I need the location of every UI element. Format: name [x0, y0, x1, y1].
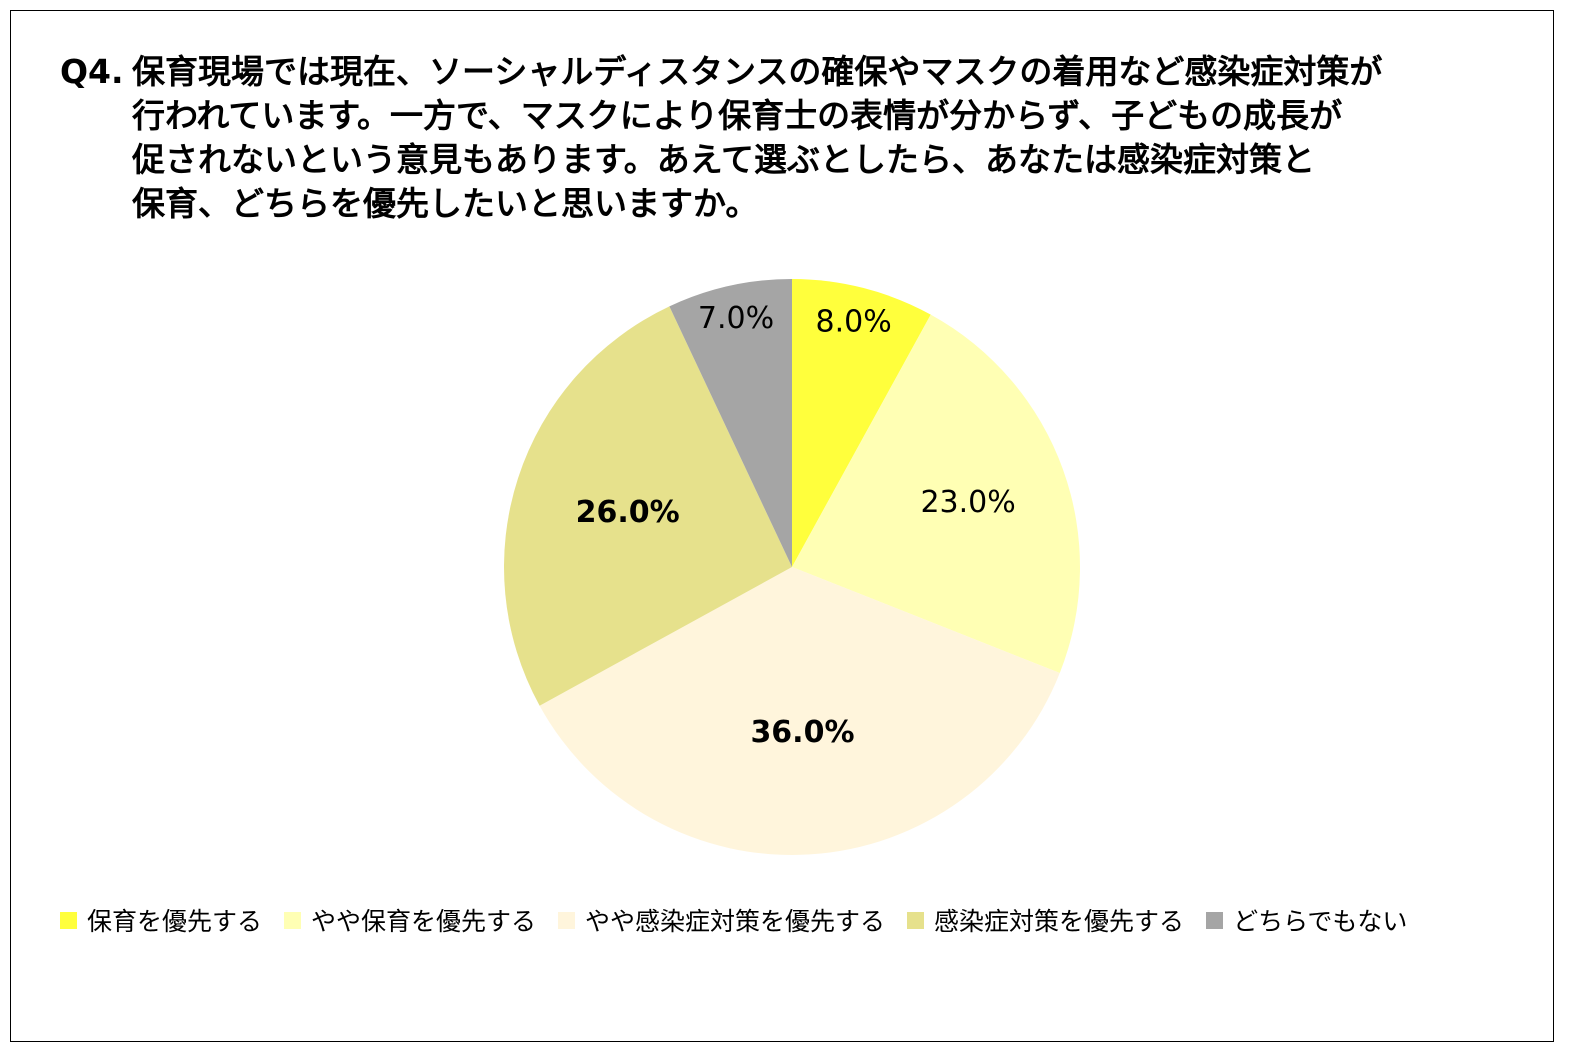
data-label: 36.0%: [750, 715, 854, 750]
legend-item: やや保育を優先する: [284, 902, 536, 938]
legend-label: やや保育を優先する: [311, 907, 537, 936]
pie-labels: 8.0% 23.0% 36.0% 26.0% 7.0%: [576, 301, 1016, 750]
legend-label: 感染症対策を優先する: [934, 907, 1185, 936]
data-label: 26.0%: [576, 495, 680, 530]
legend-item: 保育を優先する: [60, 902, 262, 938]
title-line-2: 行われています。一方で、マスクにより保育士の表情が分からず、子どもの成長が: [132, 96, 1343, 135]
pie-slice: [539, 567, 1060, 856]
legend-item: どちらでもない: [1206, 902, 1407, 938]
data-label: 23.0%: [920, 485, 1015, 520]
legend-label: 保育を優先する: [87, 907, 263, 936]
legend-swatch: [1206, 911, 1224, 929]
pie-slice: [792, 314, 1080, 674]
data-label: 8.0%: [815, 305, 891, 340]
pie-slice: [669, 279, 792, 567]
pie-slices: [504, 279, 1080, 856]
question-number: Q4.: [60, 52, 124, 91]
pie-slice: [504, 306, 792, 706]
legend-item: やや感染症対策を優先する: [558, 902, 885, 938]
legend-label: やや感染症対策を優先する: [585, 907, 886, 936]
legend-label: どちらでもない: [1233, 907, 1408, 936]
title-line-3: 促されないという意見もあります。あえて選ぶとしたら、あなたは感染症対策と: [132, 140, 1316, 179]
title-line-4: 保育、どちらを優先したいと思いますか。: [132, 184, 759, 223]
title-line-1: 保育現場では現在、ソーシャルディスタンスの確保やマスクの着用など感染症対策が: [132, 52, 1383, 91]
legend-swatch: [284, 911, 302, 929]
legend-swatch: [60, 911, 77, 929]
data-label: 7.0%: [698, 301, 774, 336]
legend-item: 感染症対策を優先する: [907, 902, 1184, 938]
pie-slice: [792, 279, 931, 567]
legend-swatch: [907, 911, 925, 929]
legend-swatch: [558, 911, 576, 929]
legend: 保育を優先する やや保育を優先する やや感染症対策を優先する 感染症対策を優先する どち…: [60, 900, 1429, 940]
chart-title: Q4. 保育現場では現在、ソーシャルディスタンスの確保やマスクの着用など感染症対策…: [60, 50, 1520, 226]
